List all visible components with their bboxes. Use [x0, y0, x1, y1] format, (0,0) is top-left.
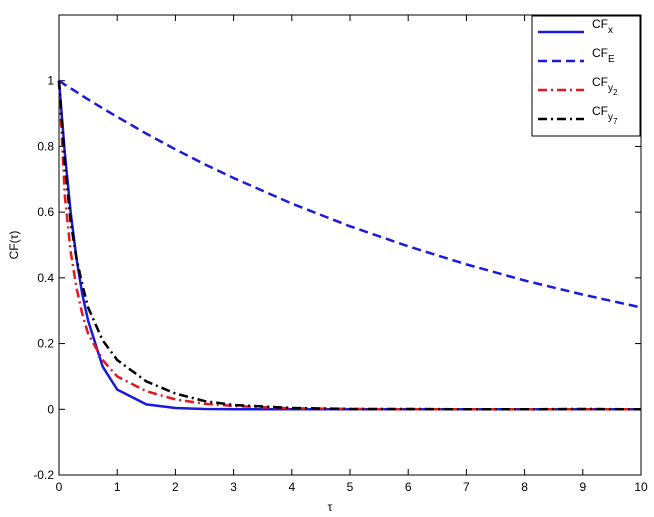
series-line — [57, 80, 642, 411]
y-tick-label: 0.4 — [37, 271, 54, 285]
x-tick-label: 1 — [114, 480, 121, 494]
x-tick-label: 6 — [405, 480, 412, 494]
series-line — [58, 79, 642, 309]
y-tick-label: 1 — [47, 74, 54, 88]
x-tick-label: 9 — [579, 480, 586, 494]
x-tick-label: 4 — [288, 480, 295, 494]
legend-label: CFE — [592, 46, 615, 65]
y-tick-label: 0.8 — [37, 139, 54, 153]
legend-box — [531, 15, 641, 137]
x-tick-label: 0 — [56, 480, 63, 494]
y-tick-label: 0.2 — [37, 337, 54, 351]
y-tick-label: 0.6 — [37, 205, 54, 219]
x-tick-label: 8 — [521, 480, 528, 494]
x-tick-label: 7 — [463, 480, 470, 494]
legend-label: CFy2 — [592, 75, 618, 97]
y-tick-label: 0 — [47, 402, 54, 416]
x-tick-label: 3 — [230, 480, 237, 494]
legend-label: CFx — [592, 17, 613, 36]
x-tick-label: 2 — [172, 480, 179, 494]
legend-label: CFy7 — [592, 104, 618, 126]
x-tick-label: 5 — [347, 480, 354, 494]
y-tick-label: -0.2 — [33, 468, 54, 482]
x-tick-label: 10 — [634, 480, 648, 494]
y-axis-label: CF(τ) — [7, 231, 21, 260]
x-axis-label: τ — [328, 500, 333, 514]
